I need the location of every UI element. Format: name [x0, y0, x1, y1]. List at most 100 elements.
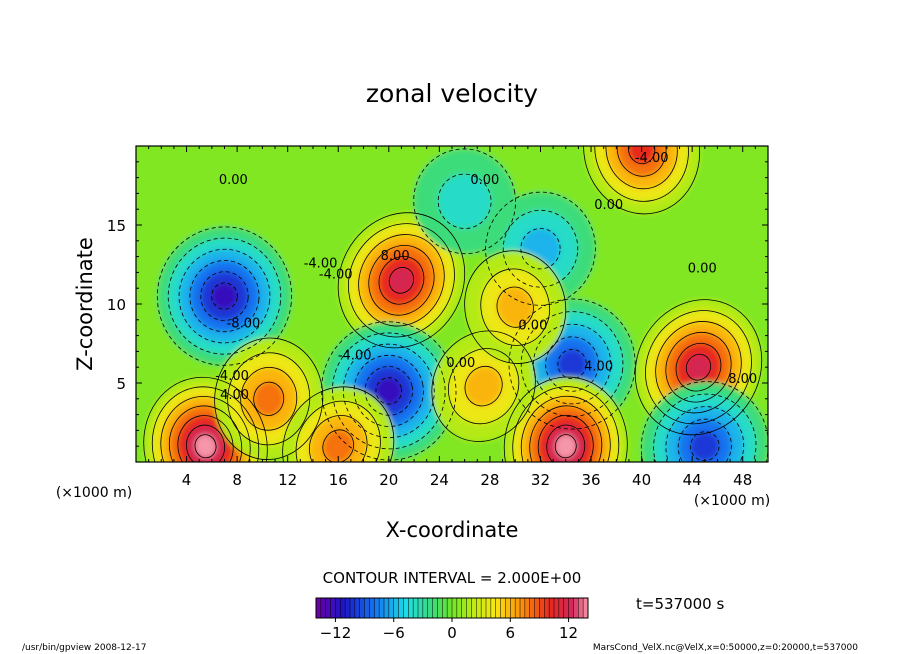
field-level — [465, 366, 503, 406]
colorbar-cell — [495, 598, 501, 618]
colorbar-cell — [568, 598, 574, 618]
colorbar-tick-label: 0 — [447, 624, 457, 642]
contour-line — [353, 354, 424, 427]
contour-line — [295, 400, 381, 462]
x-tick-label: 20 — [379, 471, 398, 489]
field-level — [557, 349, 587, 379]
colorbar-cell — [350, 598, 356, 618]
contour-line — [178, 248, 271, 344]
time-label: t=537000 s — [636, 595, 724, 613]
contour-line — [554, 434, 577, 459]
colorbar-cell — [515, 598, 521, 618]
contour-line — [282, 386, 395, 462]
contour-line — [690, 431, 720, 462]
contour-line — [496, 286, 534, 328]
contour-label: 0.00 — [470, 173, 499, 188]
contour-line — [537, 415, 594, 462]
contour-label: -8.00 — [227, 317, 261, 332]
colorbar-cell — [510, 598, 516, 618]
contour-line — [448, 348, 520, 425]
field-level — [375, 377, 402, 405]
colorbar-cell — [427, 598, 433, 618]
field-level — [194, 434, 217, 458]
colorbar-cell — [461, 598, 467, 618]
colorbar-cell — [529, 598, 535, 618]
contour-label: 8.00 — [381, 249, 410, 264]
contour-line — [253, 381, 285, 416]
contour-line — [413, 148, 516, 255]
colorbar-cell — [534, 598, 540, 618]
colorbar-cell — [539, 598, 545, 618]
contour-line — [227, 352, 311, 446]
colorbar-cell — [544, 598, 550, 618]
x-tick-label: 28 — [480, 471, 499, 489]
contour-line — [342, 343, 435, 439]
colorbar-cell — [578, 598, 584, 618]
contour-label: 4.00 — [220, 388, 249, 403]
contour-line — [431, 330, 536, 442]
contour-line — [520, 395, 611, 462]
colorbar-cell — [437, 598, 443, 618]
contour-line — [167, 237, 282, 355]
contour-line — [156, 226, 293, 366]
x-tick-label: 16 — [329, 471, 348, 489]
colorbar-cell — [520, 598, 526, 618]
contour-line — [665, 406, 745, 462]
field-level — [555, 434, 577, 458]
contour-line — [645, 310, 752, 425]
x-tick-label: 48 — [733, 471, 752, 489]
contour-line — [616, 146, 667, 177]
chart-title: zonal velocity — [366, 79, 538, 108]
colorbar-cell — [476, 598, 482, 618]
colorbar-tick-label: −12 — [320, 624, 352, 642]
colorbar-cell — [325, 598, 331, 618]
colorbar-cell — [354, 598, 361, 618]
x-tick-label: 12 — [278, 471, 297, 489]
colorbar-tick-label: −6 — [383, 624, 405, 642]
contour-lines — [143, 146, 768, 462]
contour-line — [545, 336, 599, 392]
contour-line — [368, 245, 435, 316]
y-tick-label: 10 — [107, 296, 126, 314]
x-tick-label: 4 — [182, 471, 192, 489]
footer-right: MarsCond_VelX.nc@VelX,x=0:50000,z=0:2000… — [593, 643, 858, 653]
colorbar-cell — [490, 598, 497, 618]
colorbar-cell — [364, 598, 370, 618]
colorbar-cell — [316, 598, 322, 618]
colorbar-cell — [418, 598, 424, 618]
contour-label: 0.00 — [594, 198, 623, 213]
contour-line — [546, 424, 586, 462]
colorbar-cell — [524, 598, 531, 618]
y-tick-label: 15 — [107, 217, 126, 235]
colorbar-cell — [335, 598, 341, 618]
contour-labels: 8.00-8.00-4.00-4.00-4.000.00 0.000.00-4.0… — [215, 151, 757, 403]
colorbar-cell — [466, 598, 472, 618]
colorbar-cell — [369, 598, 375, 618]
field-level — [497, 287, 534, 328]
colorbar-cell — [481, 598, 487, 618]
contour-line — [200, 271, 249, 321]
x-axis-ticks: 4 8 12 16 20 24 28 32 36 40 44 48 — [148, 146, 756, 489]
x-tick-label: 32 — [531, 471, 550, 489]
x-tick-label: 44 — [683, 471, 702, 489]
contour-label: 0.00 — [518, 318, 547, 333]
field-level — [211, 282, 238, 310]
x-unit-right: (×1000 m) — [694, 493, 770, 509]
contour-label: 0.00 — [446, 356, 475, 371]
x-tick-label: 8 — [232, 471, 242, 489]
contour-label: -4.00 — [215, 369, 249, 384]
colorbar-cell — [384, 598, 390, 618]
colorbar-cell — [583, 598, 589, 618]
contour-line — [594, 146, 689, 202]
field-level — [686, 354, 711, 381]
colorbar-cell — [505, 598, 511, 618]
contour-line — [151, 386, 260, 462]
y-axis-label: Z-coordinate — [73, 237, 97, 371]
colorbar-cell — [486, 598, 492, 618]
contour-line — [520, 311, 624, 417]
contour-line — [347, 223, 455, 338]
colorbar-cell — [398, 598, 404, 618]
contour-line — [583, 146, 701, 215]
contour-label: -4.00 — [338, 348, 372, 363]
